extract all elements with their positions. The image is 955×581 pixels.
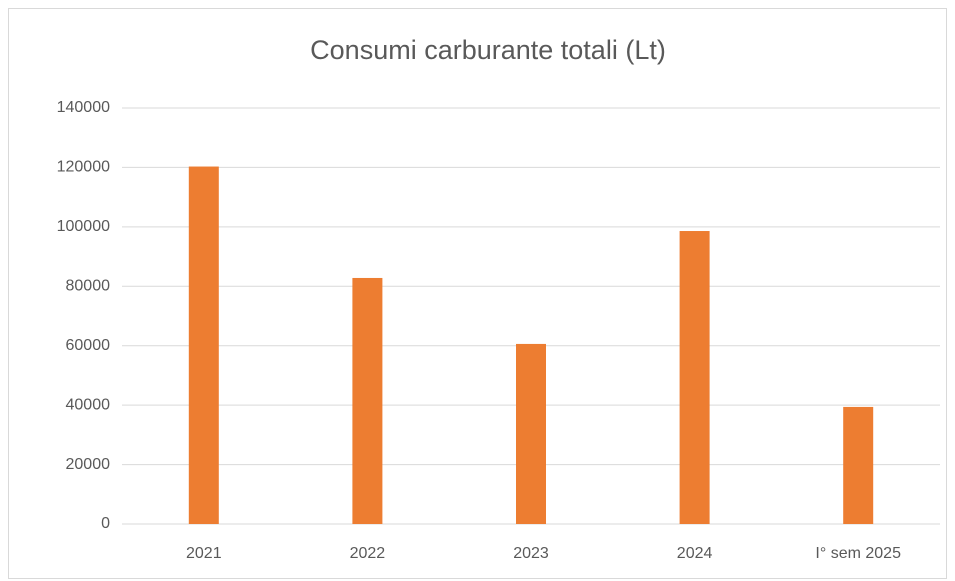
x-tick-label: 2024 [677, 545, 713, 562]
y-tick-label: 140000 [57, 99, 110, 116]
bar [516, 343, 546, 524]
y-tick-label: 100000 [57, 218, 110, 235]
y-tick-label: 40000 [66, 396, 111, 413]
y-tick-label: 120000 [57, 159, 110, 176]
chart-frame [8, 8, 947, 579]
bar [843, 406, 874, 524]
bar [188, 166, 219, 524]
chart-title: Consumi carburante totali (Lt) [310, 35, 666, 65]
x-tick-label: 2023 [513, 545, 549, 562]
x-tick-label: I° sem 2025 [815, 545, 901, 562]
y-tick-label: 0 [101, 515, 110, 532]
y-tick-label: 60000 [66, 337, 111, 354]
y-tick-label: 80000 [66, 278, 111, 295]
bar [679, 231, 710, 524]
x-tick-label: 2022 [350, 545, 386, 562]
x-tick-label: 2021 [186, 545, 222, 562]
y-tick-label: 20000 [66, 456, 111, 473]
bar [352, 277, 383, 524]
